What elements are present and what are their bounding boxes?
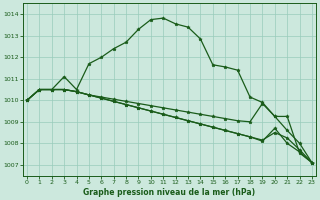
X-axis label: Graphe pression niveau de la mer (hPa): Graphe pression niveau de la mer (hPa)	[84, 188, 256, 197]
